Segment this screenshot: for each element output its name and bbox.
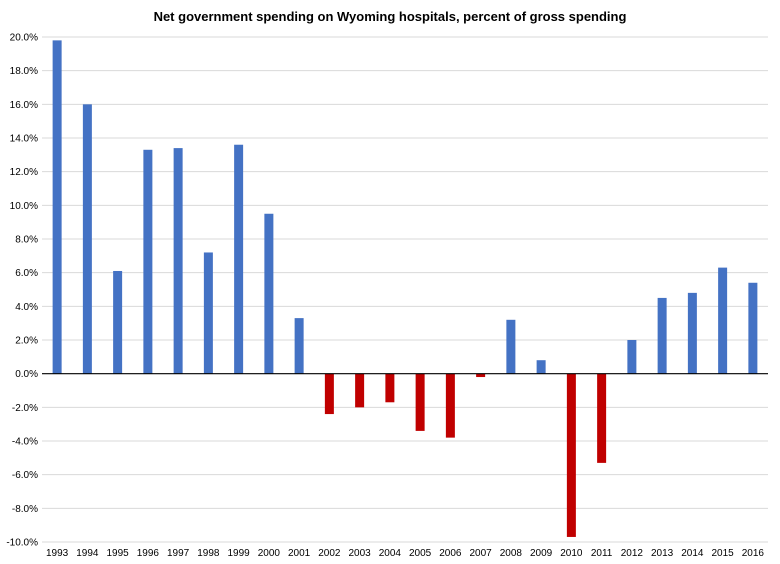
bar-2000: [264, 213, 274, 374]
x-tick-label: 2001: [288, 548, 311, 559]
y-tick-label: 10.0%: [10, 201, 38, 212]
x-tick-label: 2005: [409, 548, 432, 559]
y-tick-label: 16.0%: [10, 100, 38, 111]
y-tick-label: -4.0%: [12, 437, 38, 448]
y-tick-label: -10.0%: [6, 538, 38, 549]
chart-title: Net government spending on Wyoming hospi…: [153, 9, 627, 24]
x-tick-label: 1994: [76, 548, 99, 559]
y-tick-label: 0.0%: [15, 369, 38, 380]
x-tick-label: 1995: [107, 548, 130, 559]
x-tick-label: 1997: [167, 548, 190, 559]
bar-2008: [506, 319, 516, 374]
bar-2012: [627, 340, 637, 374]
bar-2005: [415, 373, 425, 431]
x-tick-label: 2014: [681, 548, 704, 559]
y-tick-label: 12.0%: [10, 167, 38, 178]
bar-1995: [113, 270, 123, 374]
x-tick-label: 2004: [379, 548, 402, 559]
bars: [52, 40, 758, 537]
bar-2007: [476, 373, 486, 378]
bar-2001: [294, 318, 304, 374]
x-tick-label: 2016: [742, 548, 765, 559]
x-tick-label: 2015: [712, 548, 735, 559]
x-tick-label: 2009: [530, 548, 553, 559]
x-tick-label: 2010: [560, 548, 583, 559]
y-tick-label: 2.0%: [15, 336, 38, 347]
x-tick-label: 2002: [318, 548, 341, 559]
bar-1993: [52, 40, 62, 374]
bar-2016: [748, 282, 758, 374]
y-tick-label: 4.0%: [15, 302, 38, 313]
bar-2003: [355, 373, 365, 408]
x-tick-label: 2007: [470, 548, 493, 559]
bar-2010: [566, 373, 576, 537]
x-tick-label: 2006: [439, 548, 462, 559]
bar-2015: [718, 267, 728, 374]
bar-1996: [143, 149, 153, 374]
y-tick-label: 6.0%: [15, 268, 38, 279]
x-tick-label: 2008: [500, 548, 523, 559]
y-tick-label: 20.0%: [10, 33, 38, 44]
x-tick-label: 2013: [651, 548, 674, 559]
x-tick-label: 1993: [46, 548, 69, 559]
gridlines: [42, 36, 768, 543]
x-tick-label: 1999: [228, 548, 251, 559]
x-tick-label: 2000: [258, 548, 281, 559]
bar-1998: [203, 252, 213, 374]
x-tick-label: 2011: [591, 548, 613, 559]
bar-2002: [324, 373, 334, 415]
y-tick-label: -6.0%: [12, 470, 38, 481]
x-tick-label: 1998: [197, 548, 220, 559]
y-tick-label: 18.0%: [10, 66, 38, 77]
bar-1999: [234, 144, 244, 374]
x-tick-label: 1996: [137, 548, 160, 559]
bar-2004: [385, 373, 395, 403]
y-tick-label: 14.0%: [10, 134, 38, 145]
bar-1994: [82, 104, 92, 374]
x-tick-labels: 1993 1994 1995 1996 1997 1998 1999 2000 2001 2002…: [46, 548, 764, 559]
x-tick-label: 2003: [349, 548, 372, 559]
bar-2009: [536, 360, 546, 374]
bar-1997: [173, 148, 183, 374]
bar-2011: [597, 373, 607, 463]
y-tick-label: 8.0%: [15, 235, 38, 246]
x-tick-label: 2012: [621, 548, 644, 559]
bar-2006: [445, 373, 455, 438]
y-tick-label: -2.0%: [12, 403, 38, 414]
y-tick-label: -8.0%: [12, 504, 38, 515]
y-tick-labels: 20.0% 18.0% 16.0% 14.0% 12.0% 10.0% 8.0% 6.0% 4.…: [6, 33, 38, 549]
bar-2013: [657, 297, 667, 374]
bar-2014: [687, 292, 697, 374]
